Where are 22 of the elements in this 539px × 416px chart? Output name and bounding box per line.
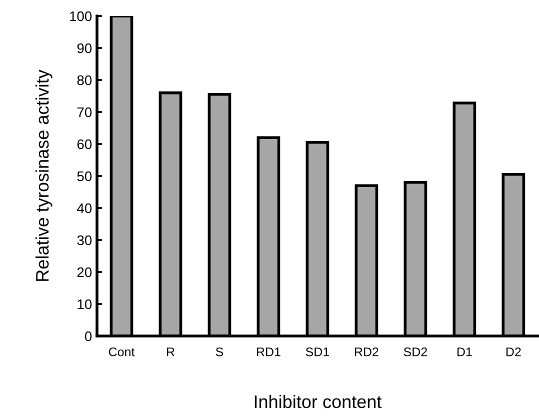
x-tick-label: S xyxy=(216,347,224,356)
x-tick-label: R xyxy=(167,348,174,356)
x-tick-label: RD1 xyxy=(256,348,280,356)
x-tick-label: D2 xyxy=(506,347,521,356)
y-tick-label: 80 xyxy=(77,75,92,86)
x-axis-title: Inhibitor content xyxy=(254,394,382,408)
y-tick-label: 0 xyxy=(84,331,92,342)
x-tick-label: RD2 xyxy=(354,347,378,356)
y-tick-label: 70 xyxy=(77,107,92,118)
x-tick-label: SD1 xyxy=(306,347,330,356)
x-tick-label: SD2 xyxy=(404,347,427,356)
y-tick-label: 30 xyxy=(77,235,92,246)
y-tick-label: 100 xyxy=(70,11,92,22)
x-tick-label: D1 xyxy=(457,348,472,356)
y-tick-label: 90 xyxy=(77,43,92,54)
y-tick-label: 40 xyxy=(77,203,92,214)
x-tick-label: Cont xyxy=(108,347,135,356)
y-axis-title: Relative tyrosinase activity xyxy=(35,70,52,281)
y-tick-label: 10 xyxy=(78,299,92,310)
y-tick-label: 50 xyxy=(77,171,92,182)
y-tick-label: 20 xyxy=(77,267,92,278)
y-tick-label: 60 xyxy=(77,139,92,150)
